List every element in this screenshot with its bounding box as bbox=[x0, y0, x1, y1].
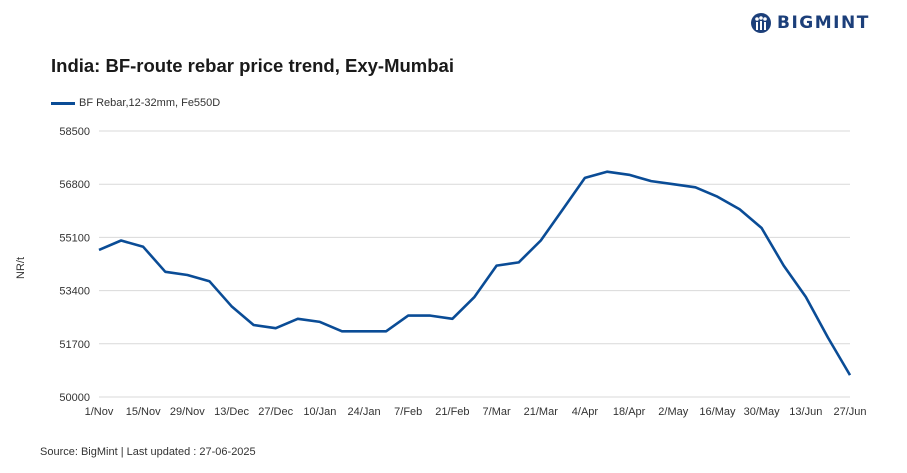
y-tick-label: 58500 bbox=[59, 126, 90, 138]
x-tick-label: 18/Apr bbox=[613, 406, 646, 418]
bigmint-logo-icon bbox=[751, 13, 771, 33]
x-tick-label: 29/Nov bbox=[170, 406, 205, 418]
x-tick-label: 21/Feb bbox=[435, 406, 469, 418]
x-tick-label: 10/Jan bbox=[303, 406, 336, 418]
x-tick-label: 13/Jun bbox=[789, 406, 822, 418]
y-tick-label: 56800 bbox=[59, 179, 90, 191]
x-tick-label: 16/May bbox=[699, 406, 736, 418]
y-tick-labels: 58500 56800 55100 53400 51700 50000 bbox=[59, 126, 90, 404]
y-tick-label: 51700 bbox=[59, 339, 90, 351]
x-tick-label: 15/Nov bbox=[126, 406, 161, 418]
x-tick-label: 24/Jan bbox=[348, 406, 381, 418]
x-tick-label: 13/Dec bbox=[214, 406, 249, 418]
x-tick-label: 7/Feb bbox=[394, 406, 422, 418]
grid-lines bbox=[99, 130, 850, 398]
series-lines bbox=[98, 170, 852, 376]
chart-legend: BF Rebar,12-32mm, Fe550D bbox=[51, 97, 220, 109]
brand-logo: BIGMINT bbox=[750, 12, 870, 34]
y-tick-label: 50000 bbox=[59, 392, 90, 404]
x-tick-label: 1/Nov bbox=[85, 406, 114, 418]
x-tick-label: 2/May bbox=[658, 406, 688, 418]
source-note: Source: BigMint | Last updated : 27-06-2… bbox=[40, 446, 256, 458]
x-tick-label: 27/Jun bbox=[833, 406, 866, 418]
x-tick-label: 30/May bbox=[744, 406, 781, 418]
x-tick-label: 7/Mar bbox=[483, 406, 511, 418]
x-tick-label: 27/Dec bbox=[258, 406, 293, 418]
y-tick-label: 53400 bbox=[59, 286, 90, 298]
legend-swatch bbox=[51, 101, 75, 105]
y-tick-label: 55100 bbox=[59, 232, 90, 244]
x-tick-label: 21/Mar bbox=[524, 406, 559, 418]
brand-name: BIGMINT bbox=[777, 13, 870, 33]
series-line bbox=[98, 170, 852, 376]
x-tick-labels: 1/Nov 15/Nov 29/Nov 13/Dec 27/Dec 10/Jan 24/Ja… bbox=[85, 406, 867, 418]
x-tick-label: 4/Apr bbox=[572, 406, 599, 418]
chart-title: India: BF-route rebar price trend, Exy-M… bbox=[51, 55, 454, 76]
legend-label: BF Rebar,12-32mm, Fe550D bbox=[79, 97, 221, 109]
